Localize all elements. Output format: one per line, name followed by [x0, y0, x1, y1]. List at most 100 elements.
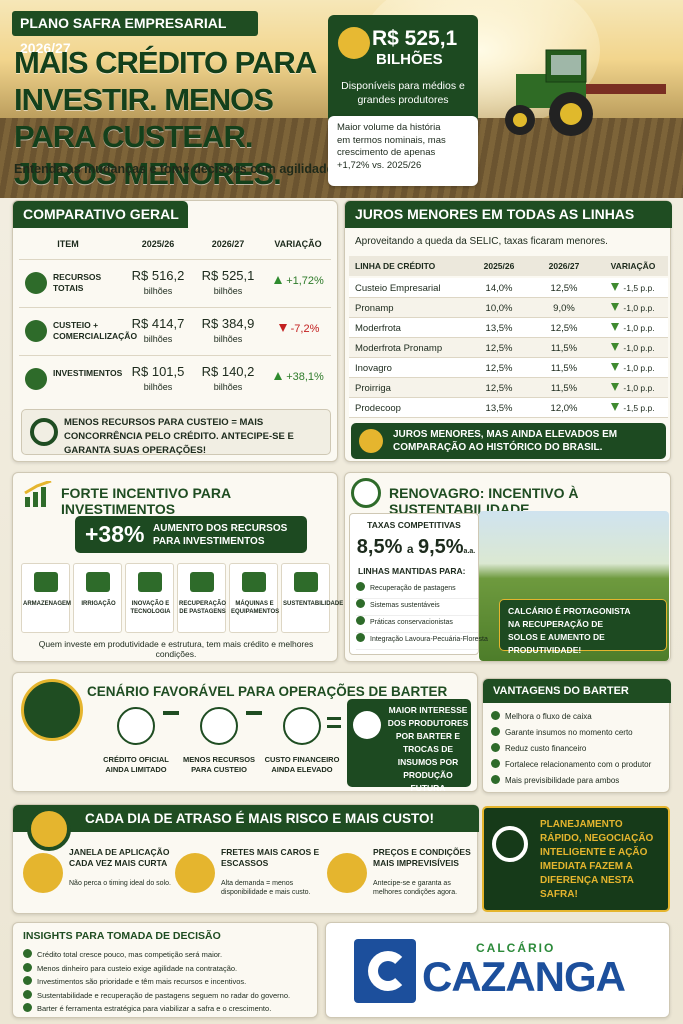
change: -1,0 p.p.	[623, 363, 655, 373]
rates-box: TAXAS COMPETITIVAS 8,5% a 9,5%a.a. LINHA…	[349, 513, 488, 655]
table-row: Prodecoop 13,5% 12,0% -1,5 p.p.	[349, 398, 668, 418]
delay-panel: CADA DIA DE ATRASO É MAIS RISCO E MAIS C…	[12, 804, 479, 914]
line-item: Integração Lavoura-Pecuária-Floresta	[356, 633, 488, 650]
change-cell: -1,0 p.p.	[597, 343, 669, 353]
item-label: MÁQUINAS E EQUIPAMENTOS	[231, 601, 280, 615]
bullet	[356, 599, 365, 608]
bullet	[356, 582, 365, 591]
item-icon	[327, 853, 367, 893]
highlight-value: +38%	[85, 521, 145, 547]
subtitle: Entenda as mudanças e tome decisões com …	[14, 162, 338, 176]
rate: 11,5%	[550, 363, 578, 374]
line-text: Recuperação de pastagens	[370, 585, 456, 592]
logo-name: CAZANGA	[422, 953, 626, 1000]
value: R$ 384,9	[201, 316, 255, 331]
advantage-text: Mais previsibilidade para ambos	[505, 776, 620, 785]
bullet	[491, 727, 500, 736]
insight-item: Menos dinheiro para custeio exige agilid…	[23, 962, 315, 973]
rate: 12,5%	[485, 363, 513, 374]
item-text: Não perca o timing ideal do solo.	[69, 880, 171, 887]
renovagro-panel: RENOVAGRO: INCENTIVO À SUSTENTABILIDADE …	[344, 472, 671, 662]
amount: R$ 525,1	[372, 27, 458, 50]
row-item: INVESTIMENTOS	[53, 368, 123, 378]
credit-line: Moderfrota	[355, 323, 401, 334]
advantage-text: Melhora o fluxo de caixa	[505, 712, 592, 721]
bullet	[23, 976, 32, 985]
insight-item: Crédito total cresce pouco, mas competiç…	[23, 949, 315, 959]
rate-separator: a	[406, 542, 414, 556]
bullet	[491, 759, 500, 768]
globe-icon	[353, 711, 381, 739]
column-header: VARIAÇÃO	[274, 239, 322, 249]
growth-note: Maior volume da história em termos nomin…	[328, 116, 478, 186]
amount-unit: BILHÕES	[376, 51, 443, 68]
value: R$ 101,5	[131, 364, 185, 379]
table-header: LINHA DE CRÉDITO 2025/26 2026/27 VARIAÇÃO	[349, 256, 668, 276]
insight-text: Sustentabilidade e recuperação de pastag…	[37, 990, 291, 1000]
target-icon	[30, 418, 58, 446]
insight-item: Barter é ferramenta estratégica para via…	[23, 1003, 315, 1013]
credit-line: Custeio Empresarial	[355, 283, 441, 294]
arrow-up	[274, 276, 283, 284]
badge: PLANO SAFRA EMPRESARIAL 2026/27	[12, 11, 258, 56]
callout-text: PLANEJAMENTO RÁPIDO, NEGOCIAÇÃO INTELIGE…	[540, 819, 654, 900]
percent-icon	[359, 429, 383, 453]
item-text: Antecipe-se e garanta as melhores condiç…	[373, 880, 458, 896]
plus-sign	[246, 711, 262, 715]
arrow-down	[278, 324, 287, 332]
rate-unit: a.a.	[463, 548, 476, 555]
table-row: INVESTIMENTOS R$ 101,5 bilhões R$ 140,2 bilh…	[19, 355, 331, 401]
bullet	[491, 775, 500, 784]
lines-label: LINHAS MANTIDAS PARA:	[358, 566, 466, 576]
factor-label: CUSTO FINANCEIRO AINDA ELEVADO	[264, 755, 340, 774]
clock-icon	[27, 807, 71, 851]
investment-item: ARMAZENAGEM	[21, 563, 71, 633]
item-icon	[23, 853, 63, 893]
investment-item: IRRIGAÇÃO	[73, 563, 122, 633]
item-icon	[242, 572, 266, 592]
insight-text: Barter é ferramenta estratégica para via…	[37, 1004, 272, 1013]
factor-label: MENOS RECURSOS PARA CUSTEIO	[182, 755, 256, 774]
rate: 12,5%	[550, 323, 578, 334]
bullet	[356, 616, 365, 625]
item-icon	[190, 572, 214, 592]
factor-icon	[200, 707, 238, 745]
rate: 9,0%	[553, 303, 575, 314]
advantage-text: Fortalece relacionamento com o produtor	[505, 760, 652, 769]
insight-item: Investimentos são prioridade e têm mais …	[23, 976, 315, 986]
item-label: INOVAÇÃO E TECNOLOGIA	[130, 601, 171, 615]
investment-item: RECUPERAÇÃO DE PASTAGENS	[177, 563, 226, 633]
intro: Aproveitando a queda da SELIC, taxas fic…	[355, 236, 608, 247]
lines-list: Recuperação de pastagens Sistemas sustent…	[356, 582, 488, 650]
chart-icon	[24, 481, 52, 507]
change-cell: -1,0 p.p.	[597, 323, 669, 333]
target-icon	[492, 826, 528, 862]
table-row: Pronamp 10,0% 9,0% -1,0 p.p.	[349, 298, 668, 318]
row-icon	[25, 272, 47, 294]
line-item: Práticas conservacionistas	[356, 616, 478, 633]
item-label: RECUPERAÇÃO DE PASTAGENS	[179, 601, 227, 615]
value-unit: bilhões	[213, 286, 243, 296]
change-cell: -1,0 p.p.	[597, 363, 669, 373]
advantage-text: Garante insumos no momento certo	[505, 728, 633, 737]
change-cell: -1,5 p.p.	[597, 403, 669, 413]
factor-label: CRÉDITO OFICIAL AINDA LIMITADO	[103, 755, 169, 774]
investment-panel: FORTE INCENTIVO PARA INVESTIMENTOS +38% …	[12, 472, 343, 662]
panel-title: INSIGHTS PARA TOMADA DE DECISÃO	[23, 930, 221, 942]
logo-top: CALCÁRIO	[476, 941, 556, 955]
rate: 11,5%	[550, 383, 578, 394]
item-icon	[34, 572, 58, 592]
investment-item: INOVAÇÃO E TECNOLOGIA	[125, 563, 174, 633]
line-text: Integração Lavoura-Pecuária-Floresta	[370, 636, 488, 643]
factor-icon	[283, 707, 321, 745]
rate-min: 8,5%	[356, 536, 403, 558]
column-header: ITEM	[57, 239, 79, 249]
change-cell: -1,0 p.p.	[597, 303, 669, 313]
value-unit: bilhões	[213, 382, 243, 392]
rate: 14,0%	[485, 283, 513, 294]
change-cell: +1,72%	[267, 275, 331, 287]
advantage-text: Reduz custo financeiro	[505, 744, 587, 753]
table-row: Moderfrota 13,5% 12,5% -1,0 p.p.	[349, 318, 668, 338]
result-text: MAIOR INTERESSE DOS PRODUTORES POR BARTE…	[387, 705, 469, 793]
